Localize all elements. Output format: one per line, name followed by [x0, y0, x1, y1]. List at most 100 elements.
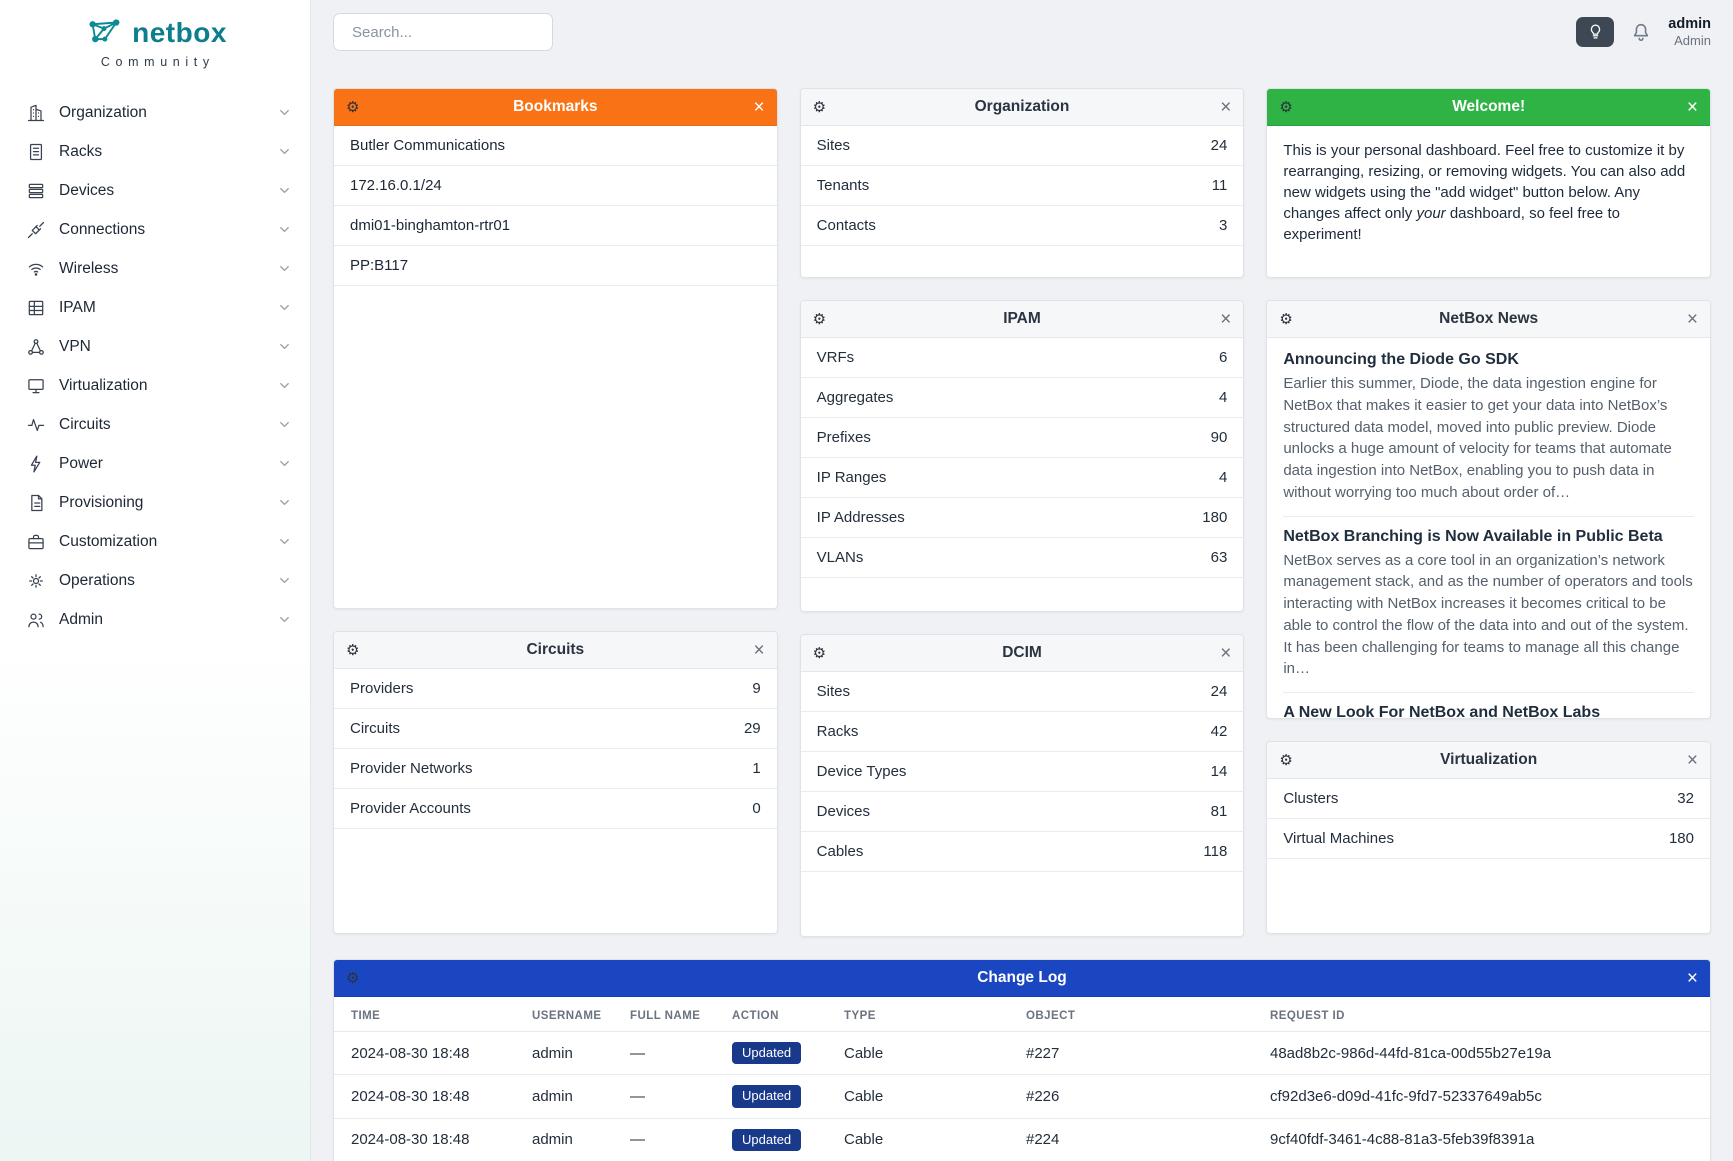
widget-news-header[interactable]: ⚙ NetBox News × [1267, 301, 1710, 338]
bookmark-list: Butler Communications 172.16.0.1/24 dmi01-… [334, 126, 777, 286]
stat-row-prefixes[interactable]: Prefixes 90 [800, 418, 1244, 458]
wireless-icon [26, 259, 46, 279]
notifications-button[interactable] [1630, 21, 1652, 43]
gear-icon[interactable]: ⚙ [346, 969, 360, 987]
close-icon[interactable]: × [1686, 308, 1698, 330]
sidebar-item-wireless[interactable]: Wireless [0, 249, 310, 288]
stat-row-vlans[interactable]: VLANs 63 [800, 538, 1244, 578]
sidebar-item-devices[interactable]: Devices [0, 171, 310, 210]
sidebar-item-connections[interactable]: Connections [0, 210, 310, 249]
gear-icon[interactable]: ⚙ [812, 310, 827, 328]
close-icon[interactable]: × [1686, 96, 1698, 118]
widget-bookmarks-header[interactable]: ⚙ Bookmarks × [334, 89, 777, 126]
sidebar-item-circuits[interactable]: Circuits [0, 405, 310, 444]
stat-row-ip-ranges[interactable]: IP Ranges 4 [800, 458, 1244, 498]
widget-ipam-header[interactable]: ⚙ IPAM × [800, 301, 1244, 338]
log-username: admin [522, 1030, 620, 1075]
stat-row-providers[interactable]: Providers 9 [334, 669, 777, 709]
stat-row-aggregates[interactable]: Aggregates 4 [800, 378, 1244, 418]
log-request-id-link[interactable]: cf92d3e6-d09d-41fc-9fd7-52337649ab5c [1260, 1074, 1710, 1118]
widget-organization-header[interactable]: ⚙ Organization × [800, 89, 1244, 126]
sidebar-item-admin[interactable]: Admin [0, 600, 310, 639]
log-row-2024-08-30-18-48: 2024-08-30 18:48 admin — Updated Cable #… [334, 1030, 1710, 1075]
gear-icon[interactable]: ⚙ [1279, 751, 1293, 769]
widget-dcim-header[interactable]: ⚙ DCIM × [800, 635, 1244, 672]
sidebar-item-racks[interactable]: Racks [0, 132, 310, 171]
gear-icon[interactable]: ⚙ [346, 98, 360, 116]
article-excerpt: Earlier this summer, Diode, the data ing… [1283, 375, 1672, 501]
stat-row-racks[interactable]: Racks 42 [800, 712, 1244, 752]
close-icon[interactable]: × [1220, 96, 1232, 118]
widget-changelog-header[interactable]: ⚙ Change Log × [334, 960, 1710, 997]
stat-row-device-types[interactable]: Device Types 14 [800, 752, 1244, 792]
log-time-link[interactable]: 2024-08-30 18:48 [334, 1117, 522, 1161]
close-icon[interactable]: × [1686, 749, 1698, 771]
log-request-id-link[interactable]: 48ad8b2c-986d-44fd-81ca-00d55b27e19a [1260, 1030, 1710, 1075]
gear-icon[interactable]: ⚙ [346, 641, 360, 659]
stat-row-contacts[interactable]: Contacts 3 [800, 206, 1244, 246]
stat-row-sites[interactable]: Sites 24 [800, 126, 1244, 166]
log-time-link[interactable]: 2024-08-30 18:48 [334, 1074, 522, 1118]
chevron-down-icon [280, 578, 289, 583]
chevron-down-icon [280, 344, 289, 349]
gear-icon[interactable]: ⚙ [1279, 98, 1293, 116]
stat-row-vrfs[interactable]: VRFs 6 [800, 338, 1244, 378]
theme-toggle-button[interactable] [1576, 16, 1615, 47]
log-object-link[interactable]: #226 [1016, 1074, 1260, 1118]
stat-row-clusters[interactable]: Clusters 32 [1267, 779, 1710, 819]
close-icon[interactable]: × [1686, 967, 1698, 989]
widget-circuits-header[interactable]: ⚙ Circuits × [334, 632, 777, 669]
action-badge: Updated [732, 1085, 802, 1108]
user-name: admin [1668, 15, 1711, 32]
sidebar-item-power[interactable]: Power [0, 444, 310, 483]
close-icon[interactable]: × [1220, 308, 1232, 330]
close-icon[interactable]: × [753, 96, 765, 118]
dashboard: ⚙ Bookmarks × Butler Communications 172.1… [311, 64, 1733, 937]
sidebar-item-provisioning[interactable]: Provisioning [0, 483, 310, 522]
close-icon[interactable]: × [1220, 642, 1232, 664]
bookmark-item-dmi01-binghamton-rtr01[interactable]: dmi01-binghamton-rtr01 [334, 206, 777, 246]
widget-virtualization-header[interactable]: ⚙ Virtualization × [1267, 742, 1710, 779]
gear-icon[interactable]: ⚙ [812, 644, 827, 662]
stat-row-tenants[interactable]: Tenants 11 [800, 166, 1244, 206]
sidebar-item-organization[interactable]: Organization [0, 93, 310, 132]
brand[interactable]: netbox Community [0, 14, 310, 69]
article-headline-link[interactable]: Announcing the Diode Go SDK [1283, 351, 1519, 368]
gear-icon[interactable]: ⚙ [812, 98, 827, 116]
log-time-link[interactable]: 2024-08-30 18:48 [334, 1030, 522, 1075]
user-menu[interactable]: admin Admin [1668, 16, 1711, 49]
bell-icon [1634, 23, 1649, 41]
sidebar-item-customization[interactable]: Customization [0, 522, 310, 561]
log-object-link[interactable]: #224 [1016, 1117, 1260, 1161]
stat-row-circuits[interactable]: Circuits 29 [334, 709, 777, 749]
stat-row-provider-networks[interactable]: Provider Networks 1 [334, 749, 777, 789]
log-object-link[interactable]: #227 [1016, 1030, 1260, 1075]
gear-icon[interactable]: ⚙ [1279, 310, 1293, 328]
stat-row-provider-accounts[interactable]: Provider Accounts 0 [334, 789, 777, 829]
sidebar-item-operations[interactable]: Operations [0, 561, 310, 600]
stat-row-virtual-machines[interactable]: Virtual Machines 180 [1267, 819, 1710, 859]
dashboard-column-3: ⚙ Welcome! × This is your personal dashb… [1266, 88, 1711, 934]
netbox-logo-icon [89, 19, 120, 43]
chevron-down-icon [280, 500, 289, 505]
stat-row-sites[interactable]: Sites 24 [800, 672, 1244, 712]
article-headline-link[interactable]: A New Look For NetBox and NetBox Labs [1283, 704, 1601, 718]
search-input[interactable] [352, 23, 551, 41]
article-headline-link[interactable]: NetBox Branching is Now Available in Pub… [1283, 527, 1663, 545]
sidebar-item-vpn[interactable]: VPN [0, 327, 310, 366]
stat-row-ip-addresses[interactable]: IP Addresses 180 [800, 498, 1244, 538]
stat-row-devices[interactable]: Devices 81 [800, 792, 1244, 832]
news-article-announcing-the-diode-go-sdk: Announcing the Diode Go SDK Earlier this… [1283, 340, 1694, 517]
log-request-id-link[interactable]: 9cf40fdf-3461-4c88-81a3-5feb39f8391a [1260, 1117, 1710, 1161]
news-article-netbox-branching-is-now-available-in-public-beta: NetBox Branching is Now Available in Pub… [1283, 517, 1694, 693]
sidebar-item-ipam[interactable]: IPAM [0, 288, 310, 327]
widget-welcome-header[interactable]: ⚙ Welcome! × [1267, 89, 1710, 126]
bookmark-item-172-16-0-1-24[interactable]: 172.16.0.1/24 [334, 166, 777, 206]
stat-row-cables[interactable]: Cables 118 [800, 832, 1244, 872]
close-icon[interactable]: × [753, 639, 765, 661]
bookmark-item-pp-b117[interactable]: PP:B117 [334, 246, 777, 286]
widget-title: Circuits [526, 641, 585, 658]
column-header-full-name: Full Name [630, 1010, 701, 1022]
bookmark-item-butler-communications[interactable]: Butler Communications [334, 126, 777, 166]
sidebar-item-virtualization[interactable]: Virtualization [0, 366, 310, 405]
